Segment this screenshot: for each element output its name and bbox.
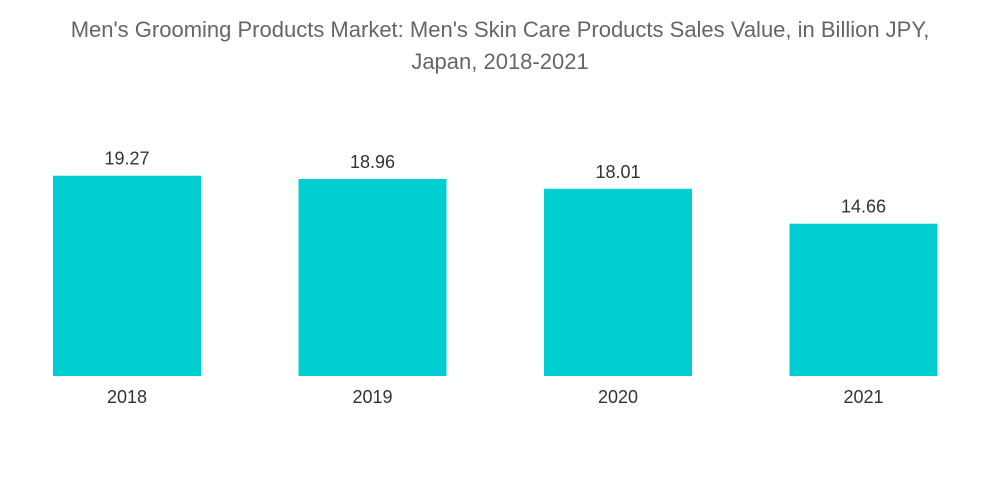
- x-tick-label-2021: 2021: [843, 387, 883, 407]
- x-axis-ticks: 2018 2019 2020 2021: [107, 387, 884, 407]
- value-label-2019: 18.96: [350, 152, 395, 172]
- bars-group: [53, 175, 938, 376]
- bar-2019: [298, 179, 447, 376]
- value-labels-group: 19.27 18.96 18.01 14.66: [104, 149, 886, 217]
- x-tick-label-2019: 2019: [352, 387, 392, 407]
- x-tick-label-2020: 2020: [598, 387, 638, 407]
- chart-title-line-2: Japan, 2018-2021: [411, 49, 589, 74]
- chart-title: Men's Grooming Products Market: Men's Sk…: [0, 14, 1000, 78]
- bar-2020: [544, 188, 692, 376]
- chart-title-line-1: Men's Grooming Products Market: Men's Sk…: [70, 17, 930, 42]
- value-label-2021: 14.66: [841, 197, 886, 217]
- bar-2021: [789, 223, 938, 376]
- value-label-2020: 18.01: [595, 162, 640, 182]
- value-label-2018: 19.27: [104, 149, 149, 169]
- bar-2018: [53, 175, 201, 376]
- x-tick-label-2018: 2018: [107, 387, 147, 407]
